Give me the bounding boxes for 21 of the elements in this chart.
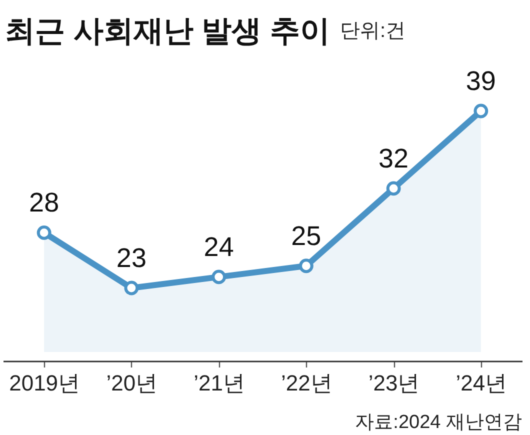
- x-tick-label: ’21년: [194, 370, 245, 396]
- x-tick-label: ’24년: [456, 370, 508, 396]
- data-label: 28: [29, 188, 60, 218]
- data-label: 32: [378, 143, 409, 174]
- point: [212, 270, 226, 284]
- chart-title: 최근 사회재난 발생 추이: [5, 15, 330, 48]
- annotation: 자료:2024 재난연감: [355, 412, 522, 433]
- chart-subtitle: 단위:건: [340, 20, 406, 42]
- x-tick-label: ’23년: [368, 370, 420, 396]
- point: [124, 280, 139, 296]
- point: [36, 226, 52, 240]
- data-label: 24: [204, 232, 234, 262]
- data-label: 23: [116, 243, 146, 273]
- data-label: 25: [291, 220, 322, 251]
- x-tick-label: ’22년: [281, 370, 332, 396]
- x-tick-label: ’20년: [106, 370, 158, 396]
- data-label: 39: [466, 66, 496, 96]
- point: [474, 104, 488, 118]
- x-tick-label: 2019년: [9, 370, 80, 396]
- point: [386, 181, 401, 196]
- point: [298, 258, 314, 274]
